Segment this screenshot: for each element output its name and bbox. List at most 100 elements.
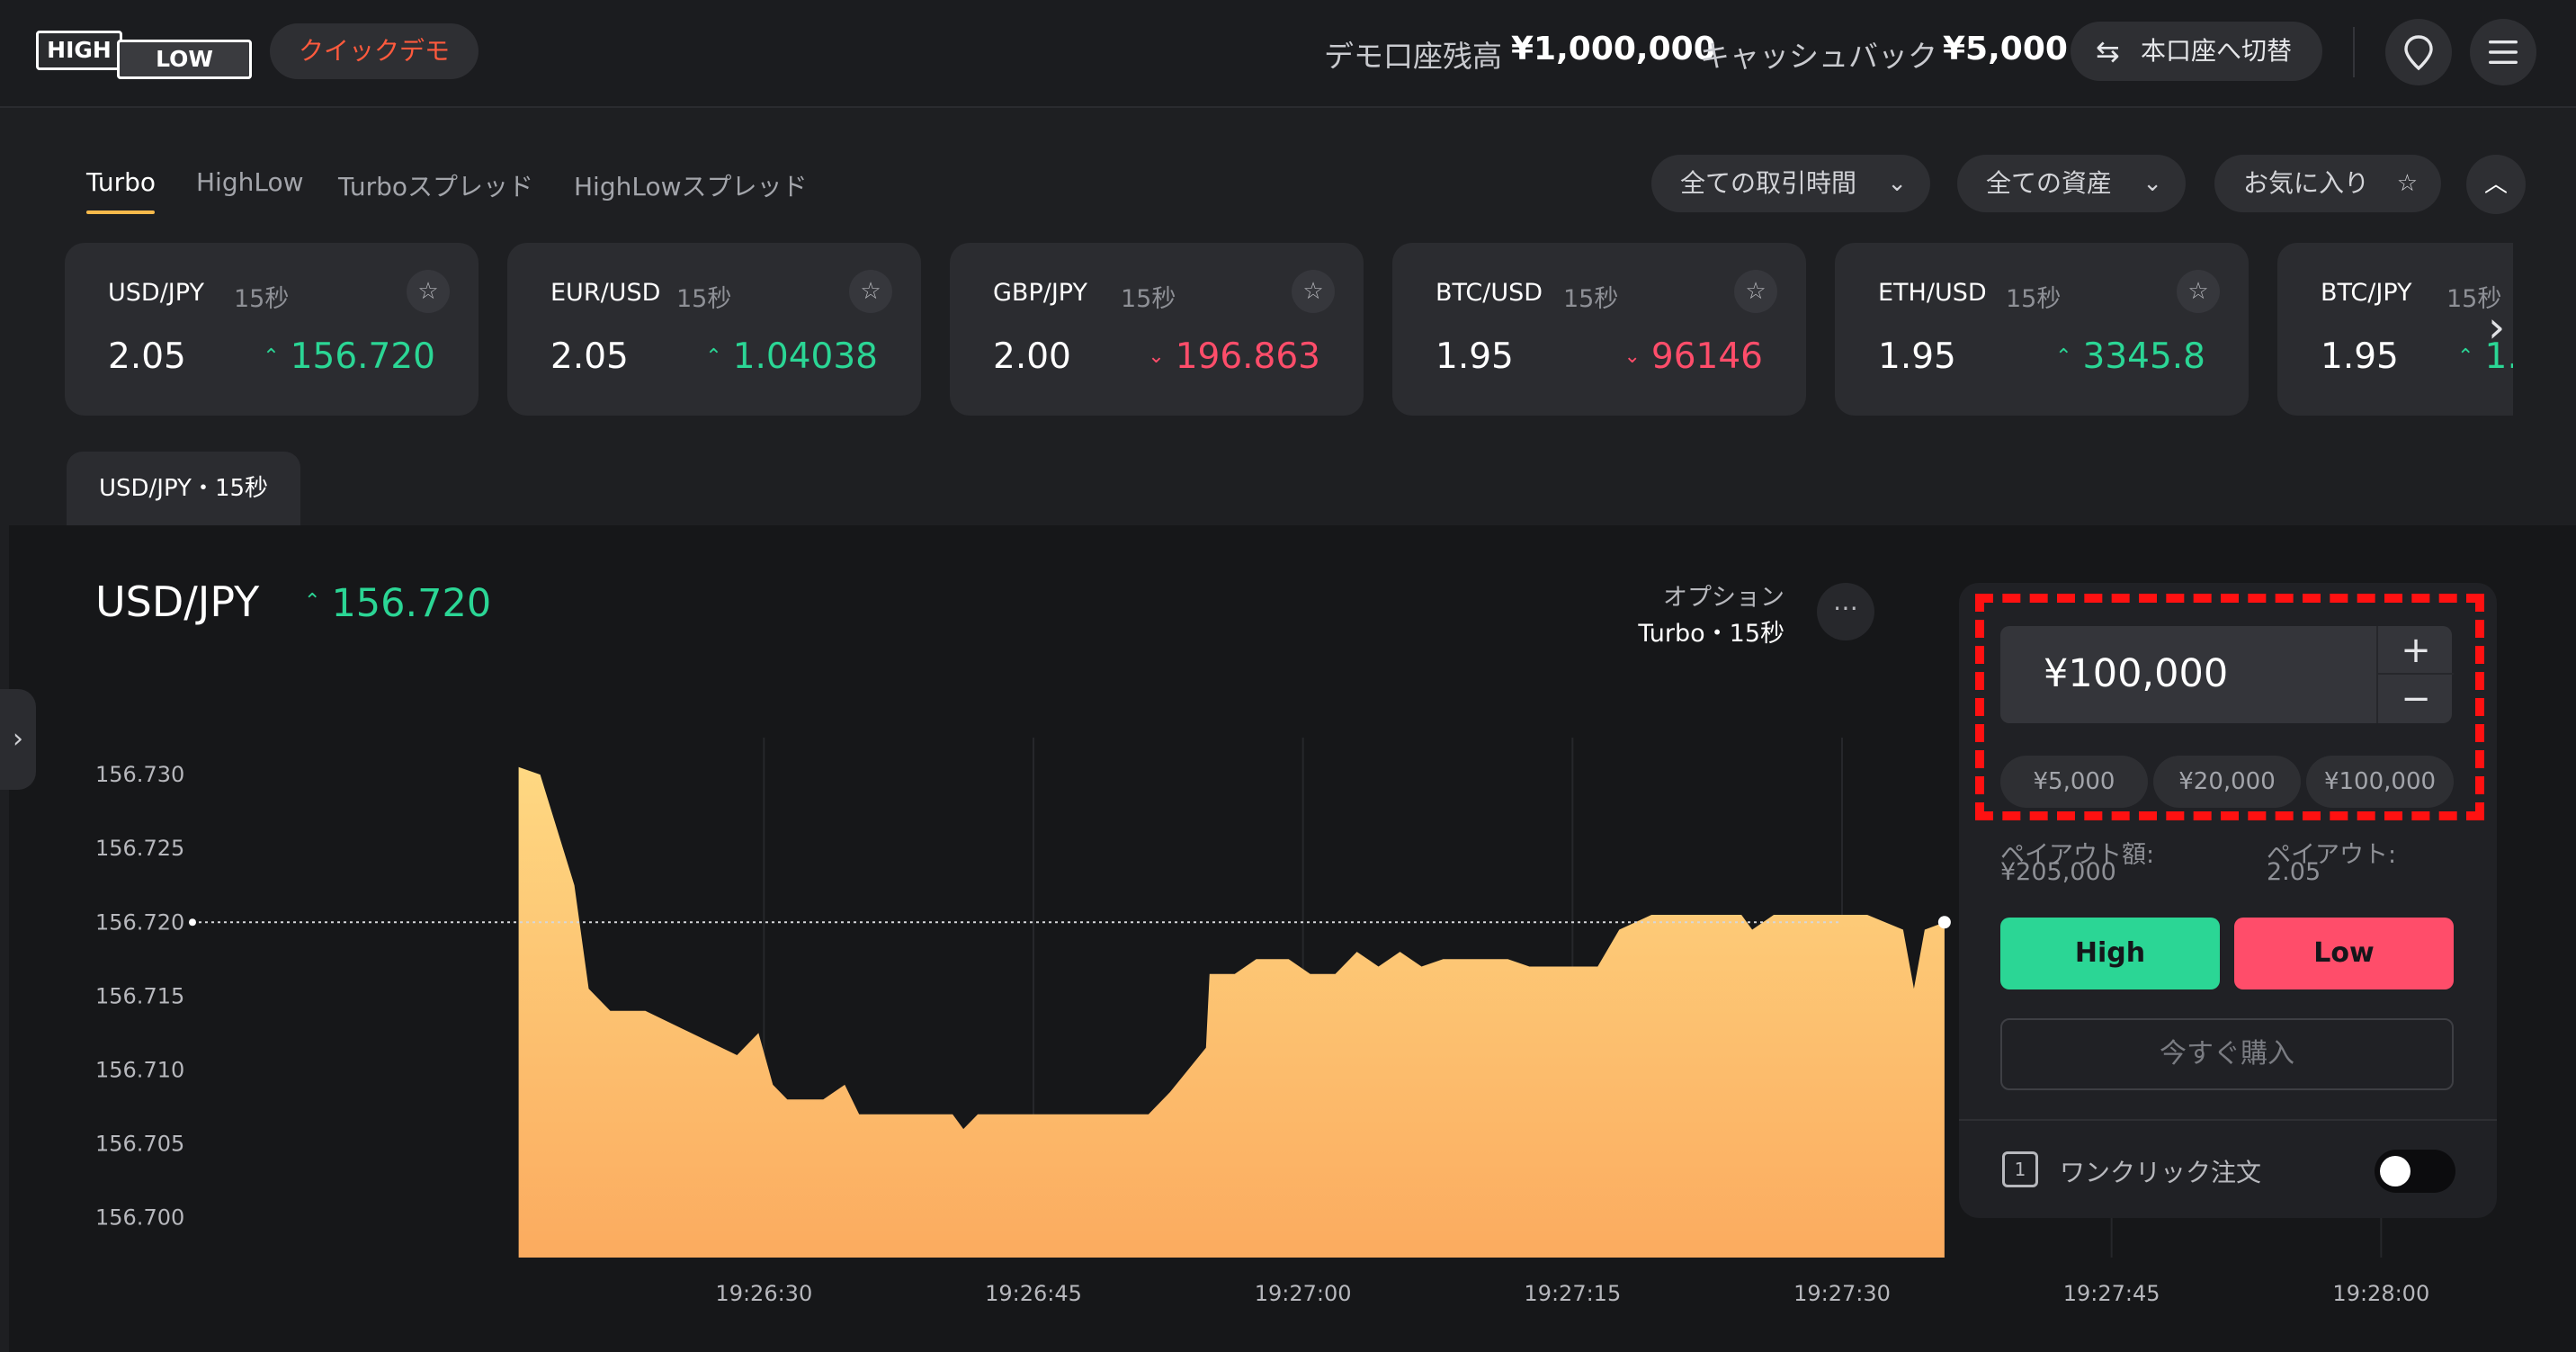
location-button[interactable] xyxy=(2385,19,2452,85)
y-tick-label: 156.700 xyxy=(95,1205,184,1231)
buy-now-button[interactable]: 今すぐ購入 xyxy=(2000,1018,2454,1090)
chart-current-price: ⌃ 156.720 xyxy=(304,581,491,626)
asset-card-btcusd[interactable]: BTC/USD 15秒 ☆ 1.95 ⌄ 96146 xyxy=(1392,243,1806,416)
asset-filter[interactable]: 全ての資産 ⌄ xyxy=(1957,155,2186,212)
x-tick-label: 19:26:30 xyxy=(715,1281,812,1306)
favorite-star-icon[interactable]: ☆ xyxy=(1292,270,1335,313)
panel-divider xyxy=(1959,1119,2497,1121)
amount-highlight-box xyxy=(1975,594,2484,820)
low-button[interactable]: Low xyxy=(2234,918,2454,989)
asset-payout: 1.95 xyxy=(2321,336,2399,377)
asset-price-value: 1… xyxy=(2484,336,2513,377)
x-tick-label: 19:28:00 xyxy=(2332,1281,2429,1306)
trade-amount-field[interactable]: ¥100,000 + − xyxy=(2000,626,2454,723)
asset-card-usdjpy[interactable]: USD/JPY 15秒 ☆ 2.05 ⌃ 156.720 xyxy=(65,243,479,416)
current-price-dot xyxy=(1937,916,1951,929)
switch-account-label: 本口座へ切替 xyxy=(2141,36,2293,66)
payout-amount-label: ペイアウト額: xyxy=(2000,841,2155,869)
favorite-star-icon[interactable]: ☆ xyxy=(407,270,450,313)
header-divider xyxy=(2353,27,2355,77)
favorite-star-icon[interactable]: ☆ xyxy=(2177,270,2220,313)
asset-duration: 15秒 xyxy=(2446,285,2502,313)
asset-card-row: USD/JPY 15秒 ☆ 2.05 ⌃ 156.720 EUR/USD 15秒 … xyxy=(65,243,2513,417)
high-button[interactable]: High xyxy=(2000,918,2220,989)
highlow-logo[interactable]: HIGH LOW xyxy=(36,25,252,79)
payout-rate-label: ペイアウト: xyxy=(2267,841,2397,869)
asset-card-gbpjpy[interactable]: GBP/JPY 15秒 ☆ 2.00 ⌄ 196.863 xyxy=(950,243,1364,416)
quick-amount-20000[interactable]: ¥20,000 xyxy=(2153,756,2301,808)
asset-price: ⌄ 196.863 xyxy=(1148,336,1320,377)
favorites-filter[interactable]: お気に入り ☆ xyxy=(2214,155,2441,212)
logo-low: LOW xyxy=(117,40,252,79)
ellipsis-icon: ⋯ xyxy=(1833,593,1858,622)
current-price-start-dot xyxy=(189,918,196,927)
chart-pair-title: USD/JPY xyxy=(95,578,260,626)
asset-price: ⌃ 1… xyxy=(2457,336,2513,377)
price-up-arrow-icon: ⌃ xyxy=(2055,345,2072,368)
favorite-star-icon[interactable]: ☆ xyxy=(1734,270,1777,313)
asset-symbol: EUR/USD xyxy=(550,279,661,307)
asset-symbol: USD/JPY xyxy=(108,279,204,307)
x-tick-label: 19:27:15 xyxy=(1524,1281,1621,1306)
expand-sidebar-button[interactable]: › xyxy=(0,689,36,790)
price-down-arrow-icon: ⌄ xyxy=(1148,345,1165,368)
asset-price: ⌄ 96146 xyxy=(1623,336,1763,377)
tab-highlow-spread[interactable]: HighLowスプレッド xyxy=(574,172,808,201)
quick-amount-5000[interactable]: ¥5,000 xyxy=(2000,756,2148,808)
asset-symbol: BTC/USD xyxy=(1436,279,1543,307)
decrease-amount-button[interactable]: − xyxy=(2401,678,2431,720)
demo-balance-value: ¥1,000,000 xyxy=(1511,31,1716,67)
star-icon: ☆ xyxy=(2396,170,2418,197)
asset-price-value: 156.720 xyxy=(290,336,435,377)
top-header: HIGH LOW クイックデモ デモ口座残高 ¥1,000,000 キャッシュバ… xyxy=(0,0,2576,108)
one-click-order-toggle[interactable] xyxy=(2375,1150,2455,1193)
price-up-arrow-icon: ⌃ xyxy=(705,345,722,368)
chart-tab-usdjpy[interactable]: USD/JPY・15秒 xyxy=(67,452,300,525)
trading-time-filter[interactable]: 全ての取引時間 ⌄ xyxy=(1651,155,1930,212)
y-tick-label: 156.705 xyxy=(95,1132,184,1157)
chart-more-button[interactable]: ⋯ xyxy=(1817,583,1874,640)
favorite-star-icon[interactable]: ☆ xyxy=(849,270,892,313)
tab-turbo-spread[interactable]: Turboスプレッド xyxy=(338,172,534,201)
collapse-assets-button[interactable]: ︿ xyxy=(2466,155,2526,214)
menu-button[interactable] xyxy=(2470,19,2536,85)
favorites-filter-label: お気に入り xyxy=(2243,168,2370,198)
price-down-arrow-icon: ⌄ xyxy=(1623,345,1641,368)
asset-price: ⌃ 3345.8 xyxy=(2055,336,2205,377)
payout-rate-value: 2.05 xyxy=(2267,858,2321,886)
toggle-knob xyxy=(2380,1156,2411,1186)
asset-symbol: GBP/JPY xyxy=(993,279,1087,307)
increase-amount-button[interactable]: + xyxy=(2378,626,2454,675)
switch-to-real-account-button[interactable]: ⇆ 本口座へ切替 xyxy=(2071,22,2322,81)
asset-duration: 15秒 xyxy=(234,285,290,313)
tab-turbo[interactable]: Turbo xyxy=(86,167,157,197)
asset-card-ethusd[interactable]: ETH/USD 15秒 ☆ 1.95 ⌃ 3345.8 xyxy=(1835,243,2249,416)
y-tick-label: 156.720 xyxy=(95,909,184,935)
trade-amount-value[interactable]: ¥100,000 xyxy=(2044,651,2229,696)
cashback-label: キャッシュバック xyxy=(1700,39,1937,74)
asset-card-eurusd[interactable]: EUR/USD 15秒 ☆ 2.05 ⌃ 1.04038 xyxy=(507,243,921,416)
x-tick-label: 19:26:45 xyxy=(985,1281,1082,1306)
x-tick-label: 19:27:00 xyxy=(1255,1281,1352,1306)
price-up-arrow-icon: ⌃ xyxy=(304,590,321,613)
logo-high: HIGH xyxy=(36,31,122,70)
asset-price-value: 1.04038 xyxy=(732,336,878,377)
quick-amount-100000[interactable]: ¥100,000 xyxy=(2306,756,2454,808)
price-area-series xyxy=(518,766,1945,1258)
asset-symbol: BTC/JPY xyxy=(2321,279,2412,307)
asset-price: ⌃ 156.720 xyxy=(263,336,435,377)
chevron-up-icon: ︿ xyxy=(2483,171,2508,198)
amount-stepper: + − xyxy=(2376,626,2454,723)
y-tick-label: 156.710 xyxy=(95,1057,184,1082)
map-pin-icon xyxy=(2404,35,2433,71)
cashback-value: ¥5,000 xyxy=(1943,31,2068,67)
quick-demo-badge[interactable]: クイックデモ xyxy=(270,23,479,79)
asset-payout: 1.95 xyxy=(1436,336,1514,377)
asset-card-btcjpy[interactable]: BTC/JPY 15秒 1.95 ⌃ 1… xyxy=(2277,243,2513,416)
next-assets-arrow[interactable]: › xyxy=(2488,302,2505,353)
asset-duration: 15秒 xyxy=(2006,285,2062,313)
tab-highlow[interactable]: HighLow xyxy=(196,167,304,197)
payout-amount-value: ¥205,000 xyxy=(2000,858,2116,886)
asset-payout: 2.05 xyxy=(108,336,186,377)
chart-current-price-value: 156.720 xyxy=(331,581,492,626)
